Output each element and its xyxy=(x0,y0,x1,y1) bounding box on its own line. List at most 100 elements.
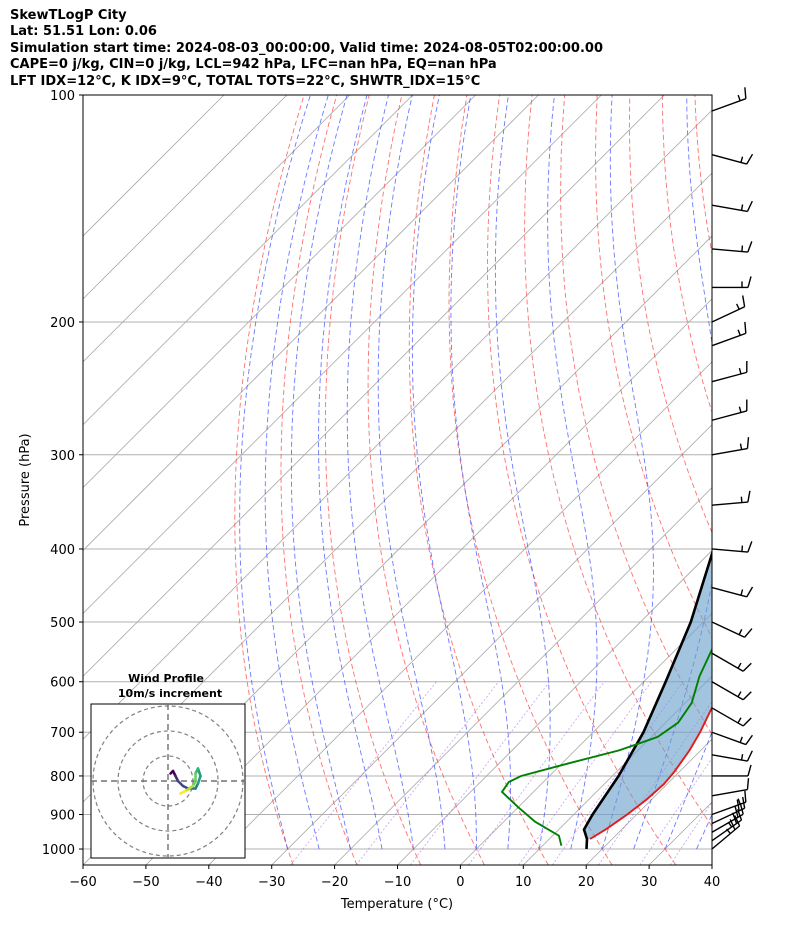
isotherm-line xyxy=(460,612,712,865)
wind-barb xyxy=(711,490,751,506)
wind-barb xyxy=(711,437,750,456)
wind-barb-staff xyxy=(711,204,748,213)
x-tick-label: 30 xyxy=(641,875,658,890)
hodograph xyxy=(169,767,202,795)
wind-barb-flag xyxy=(747,541,753,553)
x-tick-label: 10 xyxy=(515,875,532,890)
wind-barb xyxy=(711,321,747,347)
wind-barb-half-flag xyxy=(740,156,744,163)
dry-adiabat xyxy=(280,95,358,865)
isotherm-line xyxy=(271,424,712,865)
wind-barb-half-flag xyxy=(741,245,744,252)
wind-barbs xyxy=(711,87,754,850)
hodograph-ring xyxy=(117,730,219,832)
mixing-ratio-line xyxy=(669,801,712,865)
wind-barb-half-flag xyxy=(738,406,742,413)
wind-barb-half-flag xyxy=(737,662,742,669)
wind-profile-inset: Wind Profile 10m/s increment xyxy=(90,672,246,859)
wind-barb-flag xyxy=(747,490,751,503)
wind-barb xyxy=(711,750,753,762)
wind-barb-staff xyxy=(711,754,748,762)
wind-barb xyxy=(711,295,746,323)
chart-title: SkewTLogP City xyxy=(10,8,127,23)
wind-barb-flag xyxy=(747,241,753,253)
wind-barb-staff xyxy=(711,621,745,638)
dewpoint-line xyxy=(500,647,712,846)
background-lines xyxy=(83,95,794,865)
dry-adiabat xyxy=(595,95,712,639)
moist-adiabat xyxy=(547,95,598,850)
y-tick-label: 600 xyxy=(50,676,75,691)
isotherm-line xyxy=(208,361,712,865)
x-tick-label: 20 xyxy=(578,875,595,890)
inset-subtitle: 10m/s increment xyxy=(118,687,222,700)
wind-barb xyxy=(711,360,748,383)
x-tick-label: −10 xyxy=(384,875,411,890)
y-axis-label: Pressure (hPa) xyxy=(18,433,33,526)
indices-line: LFT IDX=12°C, K IDX=9°C, TOTAL TOTS=22°C… xyxy=(10,73,481,89)
inset-rings xyxy=(91,704,245,858)
dry-adiabat xyxy=(760,95,794,865)
isotherm-line xyxy=(775,95,794,865)
moist-adiabat xyxy=(450,95,511,850)
wind-barb-half-flag xyxy=(738,628,743,636)
dry-adiabat xyxy=(367,95,485,865)
wind-barb-flag xyxy=(742,717,752,727)
mixing-ratio-line xyxy=(290,681,437,865)
moist-adiabat xyxy=(601,95,654,850)
wind-barb-half-flag xyxy=(738,367,742,375)
wind-barb xyxy=(711,541,753,553)
wind-barb xyxy=(711,586,754,598)
wind-barb xyxy=(711,731,753,746)
wind-barb-staff xyxy=(711,801,747,816)
x-axis-label: Temperature (°C) xyxy=(340,897,453,912)
isotherm-line xyxy=(83,95,602,614)
isotherm-line xyxy=(83,109,712,740)
wind-barb-flag xyxy=(746,153,754,165)
wind-barb xyxy=(711,707,752,727)
simulation-time-line: Simulation start time: 2024-08-03_00:00:… xyxy=(10,40,603,56)
wind-barb xyxy=(711,681,752,701)
wind-barb xyxy=(712,764,752,777)
wind-barb-flag xyxy=(739,803,744,815)
moist-adiabat xyxy=(494,95,551,850)
wind-barb-flag xyxy=(746,586,754,598)
x-tick-label: 0 xyxy=(456,875,464,890)
wind-barb-flag xyxy=(744,790,747,803)
wind-barb-flag xyxy=(732,812,738,824)
isotherm-line xyxy=(83,95,288,300)
wind-barb-staff xyxy=(711,788,748,797)
wind-barb-half-flag xyxy=(737,94,741,101)
wind-barb-half-flag xyxy=(740,496,743,503)
hodograph-segment xyxy=(184,784,195,793)
inset-title: Wind Profile xyxy=(128,672,204,685)
x-tick-label: −20 xyxy=(321,875,348,890)
y-tick-label: 100 xyxy=(50,89,75,104)
isotherm-line xyxy=(83,95,476,489)
wind-barb-flag xyxy=(746,437,750,449)
hodograph-segment xyxy=(179,789,187,795)
x-tick-label: −30 xyxy=(258,875,285,890)
moist-adiabat xyxy=(377,95,446,850)
wind-barb xyxy=(711,790,747,816)
wind-barb-flag xyxy=(745,734,753,745)
dry-adiabat xyxy=(448,95,613,865)
y-tick-label: 900 xyxy=(50,809,75,824)
wind-barb xyxy=(711,621,753,638)
isotherm-line xyxy=(83,95,225,237)
wind-barb-flag xyxy=(747,764,752,777)
x-tick-label: 40 xyxy=(704,875,721,890)
dry-adiabat xyxy=(324,95,422,865)
y-tick-label: 1000 xyxy=(42,843,75,858)
temperature-line xyxy=(589,705,712,840)
y-tick-label: 800 xyxy=(50,770,75,785)
wind-barb-flag xyxy=(744,628,753,638)
wind-barb-flag xyxy=(744,321,747,334)
moist-adiabat xyxy=(346,95,414,850)
wind-barb-half-flag xyxy=(739,443,743,450)
y-tick-label: 300 xyxy=(50,449,75,464)
wind-barb xyxy=(711,652,752,672)
moist-adiabat xyxy=(633,95,712,850)
dry-adiabat xyxy=(661,95,712,414)
isotherm-line xyxy=(83,95,351,363)
